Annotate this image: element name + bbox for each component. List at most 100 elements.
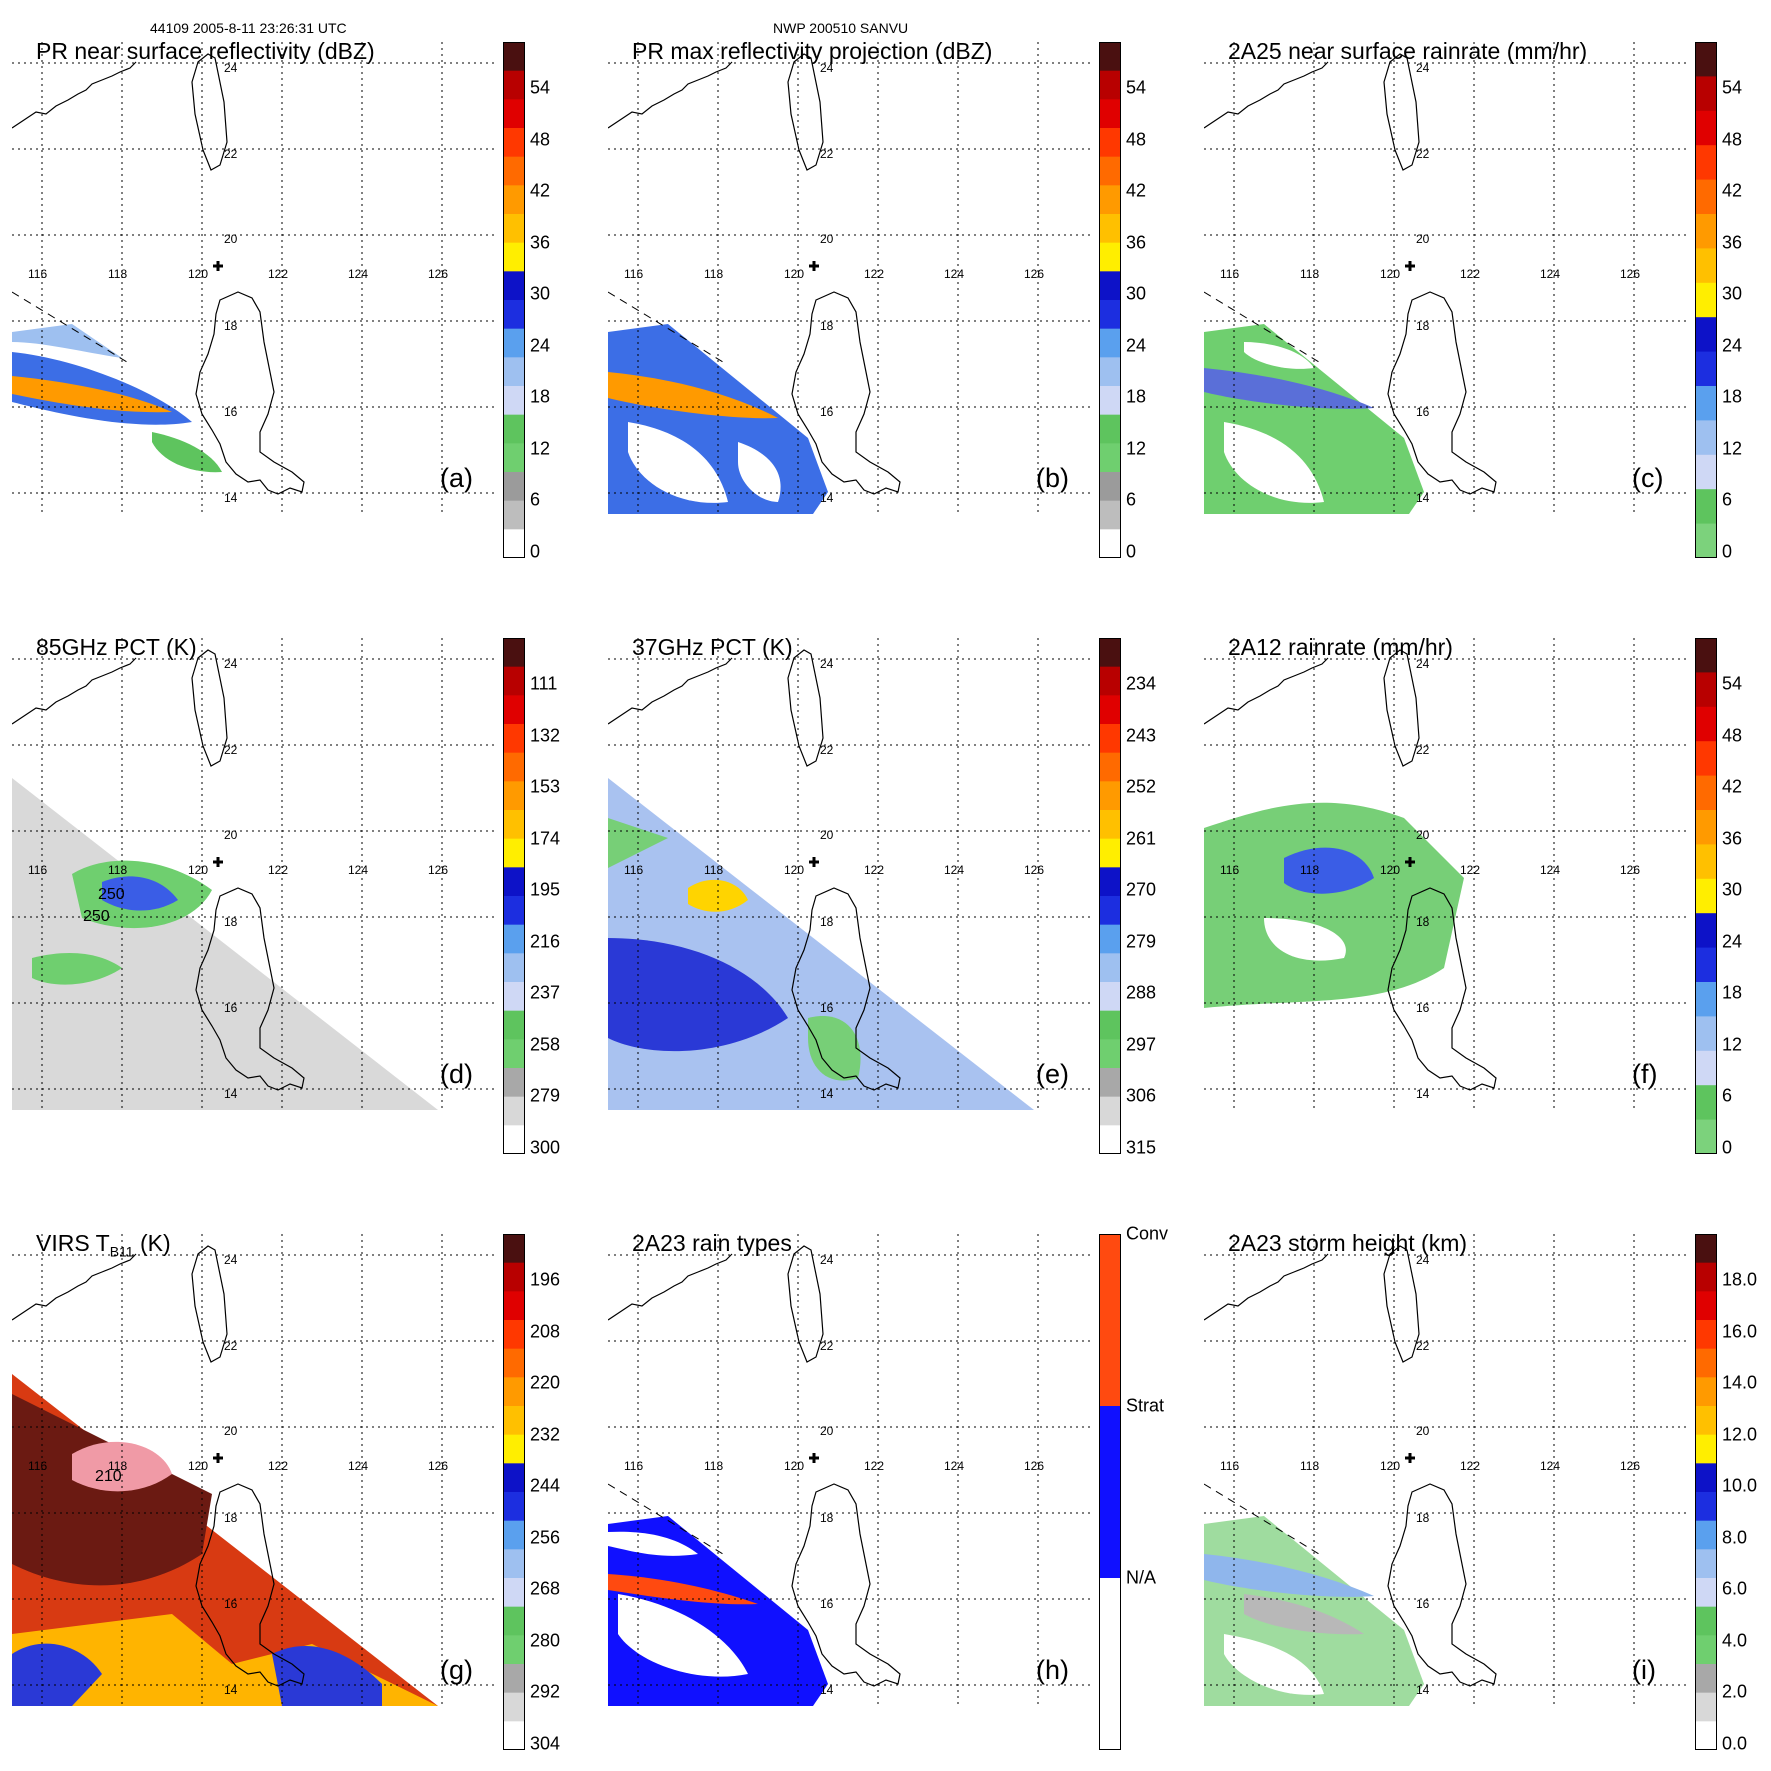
colorbar-svg bbox=[1099, 1234, 1121, 1750]
colorbar-tick-label: 237 bbox=[530, 982, 561, 1003]
lat-label: 14 bbox=[1416, 1683, 1430, 1697]
panel-letter: (e) bbox=[1036, 1059, 1069, 1089]
colorbar-tick-label: 111 bbox=[530, 673, 558, 694]
lat-label: 14 bbox=[820, 1683, 834, 1697]
colorbar-tick-label: 42 bbox=[1722, 776, 1743, 797]
map-area: 116 118 120 122 124 126 24 22 20 18 16 14 bbox=[1204, 42, 1686, 514]
lat-label: 24 bbox=[224, 61, 238, 75]
panel-title-text: PR near surface reflectivity (dBZ) bbox=[36, 38, 375, 64]
colorbar-tick-label: 0.0 bbox=[1722, 1733, 1748, 1753]
colorbar-tick-label: 256 bbox=[530, 1527, 561, 1547]
colorbar-tick-label: 30 bbox=[1722, 283, 1743, 304]
map-panel-f: 116 118 120 122 124 126 24 22 20 18 16 14 2A12 rainr… bbox=[1192, 596, 1742, 1157]
colorbar-tick-label: 6 bbox=[1722, 1085, 1733, 1106]
colorbar-svg bbox=[503, 1234, 525, 1750]
colorbar-tick-label: 36 bbox=[530, 232, 551, 252]
map-area: 116 118 120 122 124 126 24 22 20 18 16 14 bbox=[1204, 638, 1686, 1110]
lat-label: 22 bbox=[820, 147, 834, 161]
lat-label: 24 bbox=[1416, 61, 1430, 75]
colorbar-tick-label: 24 bbox=[530, 335, 551, 355]
lat-label: 22 bbox=[1416, 147, 1430, 161]
lat-label: 20 bbox=[1416, 232, 1430, 246]
panel-letter: (d) bbox=[440, 1059, 473, 1089]
storm-center-marker bbox=[809, 857, 819, 867]
colorbar-tick-label: 0 bbox=[1722, 541, 1733, 561]
lat-label: 22 bbox=[224, 147, 238, 161]
lat-label: 22 bbox=[1416, 743, 1430, 757]
lon-label: 118 bbox=[108, 267, 127, 281]
china-coastline bbox=[608, 1253, 733, 1321]
map-svg: 116 118 120 122 124 126 24 22 20 18 16 14 bbox=[12, 42, 494, 514]
colorbar-tick-label: 18 bbox=[1722, 386, 1743, 407]
colorbar-tick-label: 196 bbox=[530, 1269, 561, 1290]
lat-label: 24 bbox=[224, 657, 238, 671]
colorbar-svg bbox=[503, 42, 525, 558]
lon-label: 116 bbox=[624, 863, 643, 877]
lon-label: 118 bbox=[1300, 267, 1319, 281]
lat-label: 24 bbox=[820, 657, 834, 671]
lon-label: 120 bbox=[784, 267, 804, 281]
panel-letter: (h) bbox=[1036, 1655, 1069, 1685]
header-storm-info: NWP 200510 SANVU bbox=[773, 20, 909, 36]
panel-letter: (c) bbox=[1632, 463, 1664, 493]
colorbar-tick-label: 315 bbox=[1126, 1137, 1157, 1157]
colorbar-tick-label: 14.0 bbox=[1722, 1372, 1758, 1393]
china-coastline bbox=[608, 657, 733, 725]
lon-label: 116 bbox=[1220, 267, 1239, 281]
panel-title: 2A12 rainrate (mm/hr) bbox=[1228, 634, 1453, 661]
storm-center-marker bbox=[1405, 857, 1415, 867]
lat-label: 22 bbox=[820, 1339, 834, 1353]
lon-label: 116 bbox=[28, 1459, 47, 1473]
lon-label: 122 bbox=[1460, 863, 1480, 877]
lon-label: 122 bbox=[268, 863, 288, 877]
contour-label: 250 bbox=[83, 908, 110, 925]
lat-label: 18 bbox=[820, 319, 834, 333]
lon-label: 118 bbox=[1300, 1459, 1319, 1473]
lon-label: 118 bbox=[704, 863, 723, 877]
lon-label: 124 bbox=[348, 267, 368, 281]
map-svg: 116 118 120 122 124 126 24 22 20 18 16 14 bbox=[1204, 638, 1686, 1110]
lon-label: 124 bbox=[944, 863, 964, 877]
colorbar bbox=[1099, 638, 1121, 1154]
lat-label: 22 bbox=[1416, 1339, 1430, 1353]
lon-label: 124 bbox=[944, 267, 964, 281]
colorbar-tick-label: 48 bbox=[1722, 129, 1743, 149]
colorbar-tick-label: 54 bbox=[1722, 77, 1743, 98]
colorbar-tick-label: 30 bbox=[1722, 879, 1743, 900]
map-svg: 116 118 120 122 124 126 24 22 20 18 16 14 bbox=[608, 1234, 1090, 1706]
taiwan-coastline bbox=[787, 1245, 824, 1363]
luzon-coastline bbox=[791, 1483, 901, 1687]
lat-label: 18 bbox=[820, 915, 834, 929]
lon-label: 118 bbox=[108, 1459, 127, 1473]
lon-label: 118 bbox=[704, 1459, 723, 1473]
lat-label: 22 bbox=[820, 743, 834, 757]
lat-label: 20 bbox=[1416, 828, 1430, 842]
lon-label: 126 bbox=[1024, 863, 1044, 877]
luzon-coastline bbox=[791, 887, 901, 1091]
panel-title-text: PR max reflectivity projection (dBZ) bbox=[632, 38, 993, 64]
lat-label: 14 bbox=[224, 1683, 238, 1697]
china-coastline bbox=[1204, 1253, 1329, 1321]
lon-label: 124 bbox=[348, 1459, 368, 1473]
lat-label: 18 bbox=[1416, 1511, 1430, 1525]
colorbar-tick-label: 216 bbox=[530, 931, 561, 951]
contour-label: 250 bbox=[98, 886, 125, 903]
map-svg: 116 118 120 122 124 126 24 22 20 18 16 14 bbox=[608, 638, 1090, 1110]
lat-label: 24 bbox=[1416, 1253, 1430, 1267]
china-coastline bbox=[12, 1253, 137, 1321]
colorbar-tick-label: 6.0 bbox=[1722, 1578, 1748, 1599]
panel-title: VIRS TB11 (K) bbox=[36, 1230, 171, 1260]
colorbar-tick-label: 4.0 bbox=[1722, 1630, 1748, 1650]
lon-label: 116 bbox=[28, 863, 47, 877]
colorbar-tick-label: 42 bbox=[1722, 180, 1743, 201]
panel-title-text: 85GHz PCT (K) bbox=[36, 634, 197, 660]
taiwan-coastline bbox=[1383, 649, 1420, 767]
colorbar-tick-label: Strat bbox=[1126, 1395, 1165, 1416]
colorbar-tick-label: 234 bbox=[1126, 673, 1157, 694]
colorbar-tick-label: 279 bbox=[530, 1085, 561, 1106]
lon-label: 122 bbox=[1460, 1459, 1480, 1473]
panel-title: PR max reflectivity projection (dBZ) bbox=[632, 38, 992, 65]
luzon-coastline bbox=[791, 291, 901, 495]
colorbar-tick-label: 0 bbox=[1126, 541, 1137, 561]
map-panel-h: 116 118 120 122 124 126 24 22 20 18 16 14 2A23 rain … bbox=[596, 1192, 1168, 1750]
